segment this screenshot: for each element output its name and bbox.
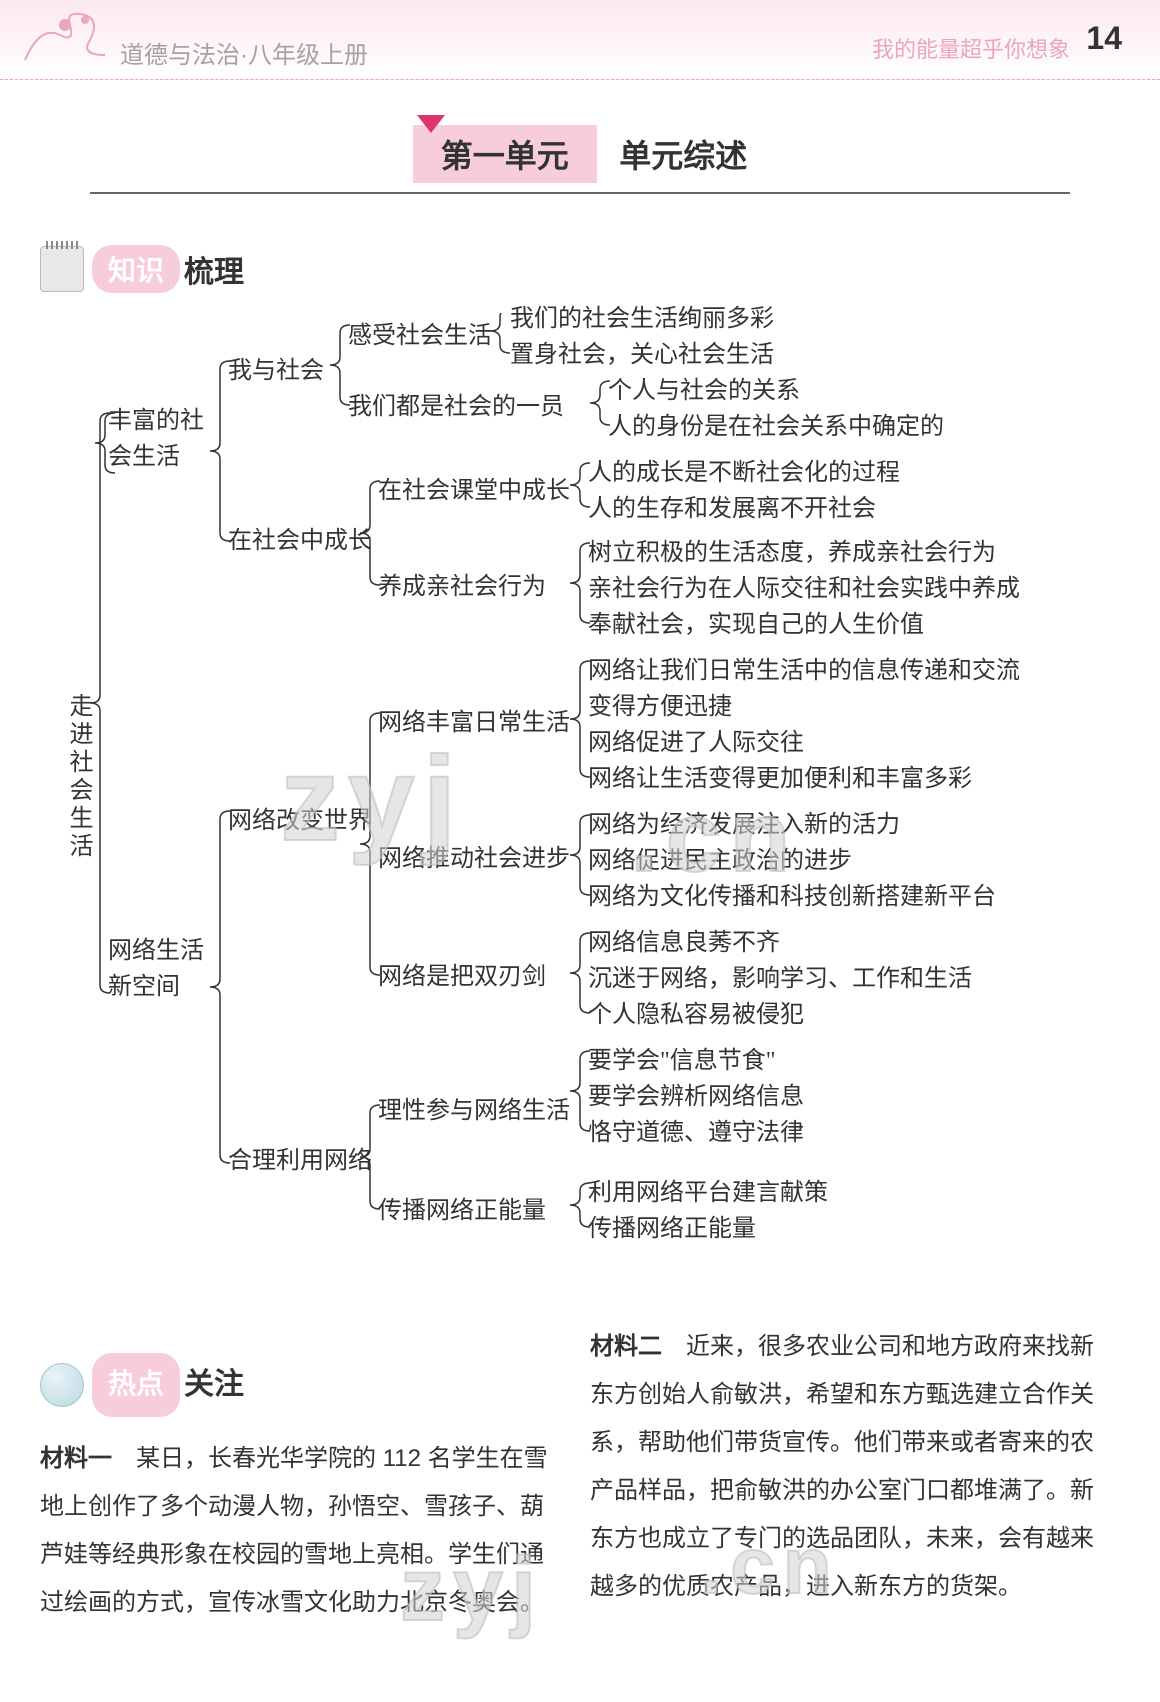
section-knowledge-head: 知识 梳理	[40, 245, 1160, 293]
tree-n1a1-l1: 我们的社会生活绚丽多彩	[510, 301, 774, 337]
tree-n2b2: 传播网络正能量	[378, 1193, 546, 1229]
tree-n2a2-l1: 网络为经济发展注入新的活力	[588, 807, 900, 843]
tree-n2a1-l1b: 变得方便迅捷	[588, 689, 732, 725]
tree-n1a: 我与社会	[228, 353, 324, 389]
tree-n2a3: 网络是把双刃剑	[378, 959, 546, 995]
tree-n2a3-l3: 个人隐私容易被侵犯	[588, 997, 804, 1033]
tree-n2a3-l1: 网络信息良莠不齐	[588, 925, 780, 961]
tree-n2b1-l2: 要学会辨析网络信息	[588, 1079, 804, 1115]
unit-title-main: 第一单元	[413, 125, 597, 183]
tree-n2a1: 网络丰富日常生活	[378, 705, 570, 741]
tree-n1a1: 感受社会生活	[348, 318, 492, 354]
knowledge-tree: 走进社会生活 丰富的社会生活 我与社会 感受社会生活 我们的社会生活绚丽多彩 置…	[60, 313, 1120, 1313]
m1-text: 某日，长春光华学院的 112 名学生在雪地上创作了多个动漫人物，孙悟空、雪孩子、…	[40, 1445, 548, 1616]
page-number: 14	[1086, 20, 1122, 57]
header-tagline: 我的能量超乎你想象	[872, 32, 1070, 64]
tree-n2a1-l1a: 网络让我们日常生活中的信息传递和交流	[588, 653, 1020, 689]
tree-n2a: 网络改变世界	[228, 803, 372, 839]
bottom-columns: 热点 关注 材料一 某日，长春光华学院的 112 名学生在雪地上创作了多个动漫人…	[40, 1323, 1100, 1627]
tree-n1b2-l1: 树立积极的生活态度，养成亲社会行为	[588, 535, 996, 571]
unit-title: 第一单元 单元综述	[320, 125, 840, 183]
knowledge-rest: 梳理	[184, 247, 244, 291]
tree-n2b: 合理利用网络	[228, 1143, 372, 1179]
hotspot-rest: 关注	[184, 1355, 244, 1415]
tree-n1b1: 在社会课堂中成长	[378, 473, 570, 509]
tree-n2b2-l1: 利用网络平台建言献策	[588, 1175, 828, 1211]
globe-icon	[40, 1363, 84, 1407]
flourish-icon	[20, 5, 110, 65]
tree-n2b1-l1: 要学会"信息节食"	[588, 1043, 776, 1079]
tree-n2b1-l3: 恪守道德、遵守法律	[588, 1115, 804, 1151]
tree-n2: 网络生活新空间	[108, 933, 208, 1005]
tree-n1b1-l2: 人的生存和发展离不开社会	[588, 491, 876, 527]
tree-n2b2-l2: 传播网络正能量	[588, 1211, 756, 1247]
tree-n2a3-l2: 沉迷于网络，影响学习、工作和生活	[588, 961, 972, 997]
knowledge-pill: 知识	[92, 245, 180, 293]
hotspot-pill: 热点	[92, 1353, 180, 1417]
col-left: 热点 关注 材料一 某日，长春光华学院的 112 名学生在雪地上创作了多个动漫人…	[40, 1323, 550, 1627]
tree-n2a1-l3: 网络让生活变得更加便利和丰富多彩	[588, 761, 972, 797]
tree-n2a2: 网络推动社会进步	[378, 841, 570, 877]
m2-text: 近来，很多农业公司和地方政府来找新东方创始人俞敏洪，希望和东方甄选建立合作关系，…	[590, 1333, 1094, 1600]
tree-n1a2: 我们都是社会的一员	[348, 389, 564, 425]
tree-n1b2-l3: 奉献社会，实现自己的人生价值	[588, 607, 924, 643]
book-title: 道德与法治·八年级上册	[120, 35, 368, 70]
unit-subtitle: 单元综述	[619, 131, 747, 177]
tree-n1b1-l1: 人的成长是不断社会化的过程	[588, 455, 900, 491]
notebook-icon	[40, 246, 84, 292]
tree-n1a2-l2: 人的身份是在社会关系中确定的	[608, 409, 944, 445]
tree-n2a2-l3: 网络为文化传播和科技创新搭建新平台	[588, 879, 996, 915]
col-right: 材料二 近来，很多农业公司和地方政府来找新东方创始人俞敏洪，希望和东方甄选建立合…	[590, 1323, 1100, 1627]
tree-n1a1-l2: 置身社会，关心社会生活	[510, 337, 774, 373]
m1-label: 材料一	[40, 1445, 112, 1472]
tree-n1b: 在社会中成长	[228, 523, 372, 559]
page-header: 道德与法治·八年级上册 我的能量超乎你想象 14	[0, 0, 1160, 80]
tree-n1: 丰富的社会生活	[108, 403, 208, 475]
section-hotspot-head: 热点 关注	[40, 1353, 550, 1417]
tree-n2a1-l2: 网络促进了人际交往	[588, 725, 804, 761]
tree-n1b2-l2: 亲社会行为在人际交往和社会实践中养成	[588, 571, 1020, 607]
tree-n1b2: 养成亲社会行为	[378, 569, 546, 605]
unit-underline	[90, 192, 1070, 194]
tree-n2a2-l2: 网络促进民主政治的进步	[588, 843, 852, 879]
material-1: 材料一 某日，长春光华学院的 112 名学生在雪地上创作了多个动漫人物，孙悟空、…	[40, 1435, 550, 1627]
m2-label: 材料二	[590, 1333, 662, 1360]
material-2: 材料二 近来，很多农业公司和地方政府来找新东方创始人俞敏洪，希望和东方甄选建立合…	[590, 1323, 1100, 1611]
tree-n2b1: 理性参与网络生活	[378, 1093, 570, 1129]
tree-n1a2-l1: 个人与社会的关系	[608, 373, 800, 409]
tree-root: 走进社会生活	[60, 693, 96, 861]
